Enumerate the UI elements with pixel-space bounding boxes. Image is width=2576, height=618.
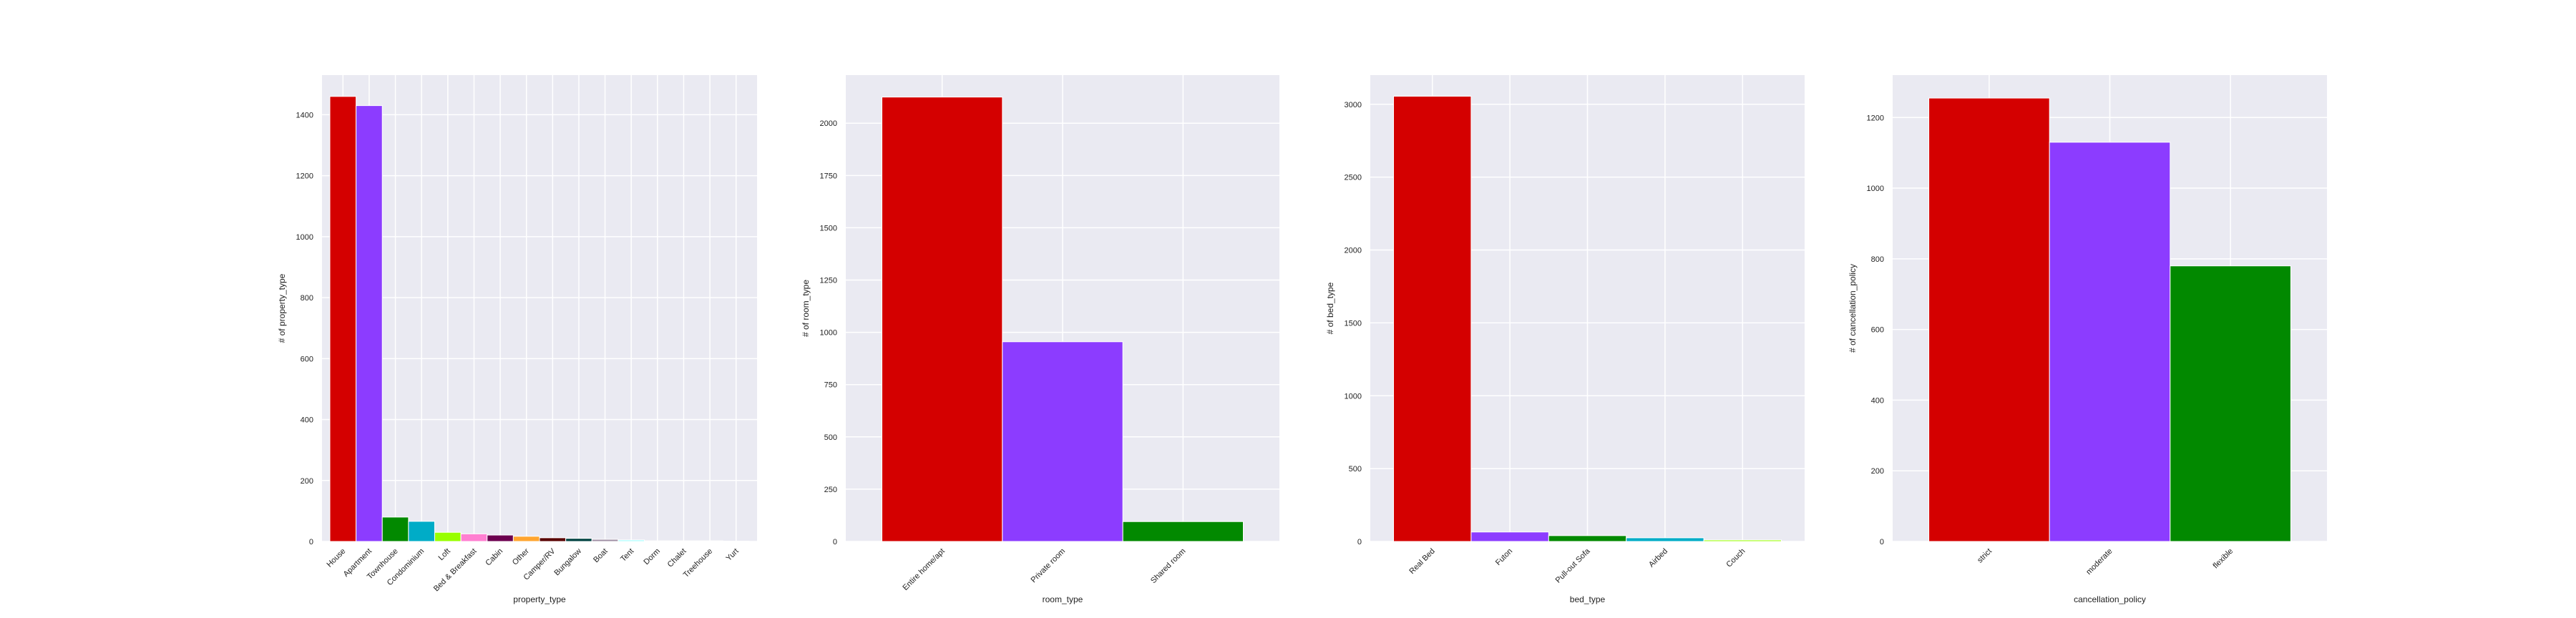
x-axis-label: cancellation_policy xyxy=(2074,594,2146,604)
y-tick-label: 800 xyxy=(1871,255,1884,264)
x-tick-label: Couch xyxy=(1724,547,1747,569)
x-tick-label: Yurt xyxy=(724,547,740,563)
y-axis-label: # of property_type xyxy=(277,273,287,343)
x-tick-label: Cabin xyxy=(484,547,504,568)
x-tick-label: Other xyxy=(511,546,531,566)
x-tick-label: Shared room xyxy=(1149,547,1187,585)
y-tick-label: 600 xyxy=(301,355,313,363)
y-tick-label: 200 xyxy=(301,477,313,486)
bar-other xyxy=(512,536,540,542)
y-tick-label: 250 xyxy=(824,486,837,494)
bar-shared-room xyxy=(1122,521,1244,542)
y-tick-label: 500 xyxy=(1349,465,1362,474)
chart-4: 0 200 400 600 800 1000 1200 strict moderate flexi… xyxy=(1848,75,2327,604)
x-tick-label: flexible xyxy=(2212,547,2235,571)
x-tick-label: Futon xyxy=(1494,547,1514,567)
y-tick-label: 1000 xyxy=(820,329,837,338)
x-axis-label: property_type xyxy=(513,594,566,604)
y-tick-label: 0 xyxy=(309,538,313,546)
bar-townhouse xyxy=(381,516,409,542)
chart-2: 0 250 500 750 1000 1250 1500 1750 2000 Entire hom… xyxy=(801,75,1279,604)
x-tick-label: Loft xyxy=(436,547,452,562)
y-tick-label: 400 xyxy=(1871,396,1884,405)
x-tick-label: Tent xyxy=(619,547,635,564)
plot-area xyxy=(322,75,757,541)
bar-apartment xyxy=(356,105,383,542)
x-tick-label: Real Bed xyxy=(1407,547,1436,576)
bar-pull-out-sofa xyxy=(1548,535,1627,542)
y-axis-label: # of cancellation_policy xyxy=(1848,264,1858,353)
y-tick-label: 2000 xyxy=(1345,247,1362,255)
y-tick-label: 3000 xyxy=(1345,101,1362,109)
y-tick-label: 2500 xyxy=(1345,174,1362,182)
bar-flexible xyxy=(2170,265,2291,542)
bar-cabin xyxy=(487,534,514,542)
bar-moderate xyxy=(2049,142,2171,542)
y-tick-label: 400 xyxy=(301,416,313,425)
bar-bed-breakfast xyxy=(460,533,488,542)
y-tick-label: 200 xyxy=(1871,467,1884,476)
bar-entire-home-apt xyxy=(882,97,1003,542)
x-tick-label: Boat xyxy=(592,547,609,564)
y-tick-label: 1200 xyxy=(296,172,313,181)
bar-camper-rv xyxy=(539,537,567,542)
y-axis-label: # of room_type xyxy=(801,280,811,337)
y-tick-label: 0 xyxy=(1880,538,1884,546)
y-tick-label: 1200 xyxy=(1867,114,1884,122)
x-tick-label: moderate xyxy=(2084,547,2114,577)
bar-loft xyxy=(434,531,462,542)
bar-real-bed xyxy=(1393,96,1472,542)
bar-boat xyxy=(591,539,619,542)
y-tick-label: 1750 xyxy=(820,172,837,180)
bar-private-room xyxy=(1002,341,1123,542)
y-tick-label: 1500 xyxy=(1345,319,1362,328)
x-tick-label: Pull-out Sofa xyxy=(1554,546,1593,585)
y-tick-label: 0 xyxy=(833,538,837,546)
y-tick-label: 800 xyxy=(301,294,313,303)
x-tick-label: Dorm xyxy=(642,547,661,566)
y-tick-label: 1000 xyxy=(296,233,313,242)
y-tick-label: 0 xyxy=(1357,538,1362,546)
x-axis-label: bed_type xyxy=(1570,594,1606,604)
x-tick-label: Chalet xyxy=(666,547,688,569)
bar-futon xyxy=(1470,531,1549,542)
bar-house xyxy=(329,96,357,542)
y-tick-label: 500 xyxy=(824,433,837,442)
x-tick-label: Bungalow xyxy=(552,547,583,578)
chart-1: 0200400600800100012001400HouseApartmentT… xyxy=(277,75,757,604)
y-tick-label: 1000 xyxy=(1867,185,1884,193)
y-tick-label: 1000 xyxy=(1345,392,1362,401)
y-tick-label: 1400 xyxy=(296,111,313,119)
x-tick-label: Private room xyxy=(1030,547,1068,585)
x-tick-label: Entire home/apt xyxy=(901,547,946,592)
bar-bungalow xyxy=(565,538,592,542)
x-axis-label: room_type xyxy=(1043,594,1083,604)
y-tick-label: 1250 xyxy=(820,277,837,285)
y-tick-label: 1500 xyxy=(820,224,837,232)
x-tick-label: Airbed xyxy=(1647,547,1669,569)
bar-airbed xyxy=(1626,537,1704,542)
x-tick-label: strict xyxy=(1976,547,1994,565)
y-axis-label: # of bed_type xyxy=(1325,282,1335,334)
bar-condominium xyxy=(408,521,435,542)
chart-3: 0 500 1000 1500 2000 2500 3000 Real Bed Futon Pul… xyxy=(1325,75,1805,604)
bar-couch xyxy=(1703,539,1782,542)
y-tick-label: 600 xyxy=(1871,326,1884,335)
x-tick-label: House xyxy=(325,547,347,569)
bar-strict xyxy=(1928,97,2050,542)
y-tick-label: 750 xyxy=(824,381,837,390)
y-tick-label: 2000 xyxy=(820,119,837,128)
bar-tent xyxy=(618,539,645,542)
